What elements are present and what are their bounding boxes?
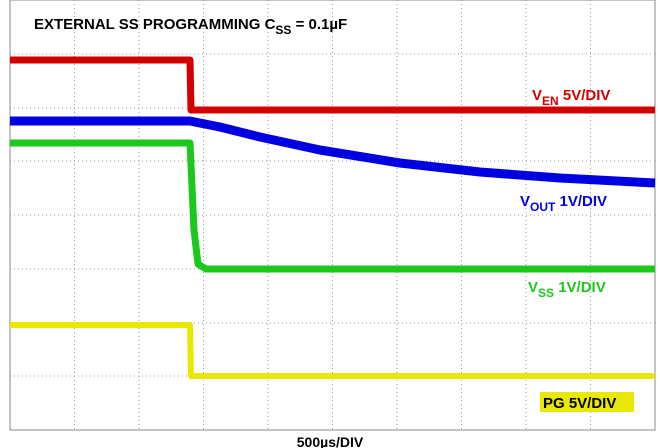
label-text: 5V/DIV — [559, 87, 611, 104]
plot-frame — [9, 0, 656, 431]
label-background — [540, 392, 634, 412]
timebase-label: 500µs/DIV — [297, 434, 364, 448]
trace-out — [10, 116, 656, 188]
label-text: V — [528, 279, 538, 296]
label-subscript: OUT — [530, 200, 556, 214]
label-text: V — [520, 193, 530, 210]
label-text: 1V/DIV — [554, 279, 606, 296]
title-text: EXTERNAL SS PROGRAMMING C — [34, 16, 276, 33]
label-subscript: SS — [538, 286, 554, 300]
trace-label: VSS 1V/DIV — [528, 279, 606, 300]
trace-ss — [10, 139, 655, 273]
title: EXTERNAL SS PROGRAMMING CSS = 0.1µF — [34, 16, 347, 37]
trace-label: VEN 5V/DIV — [532, 87, 610, 108]
trace-pg — [10, 322, 655, 379]
label-text: V — [532, 87, 542, 104]
traces — [10, 56, 656, 379]
title-subscript: SS — [275, 23, 291, 37]
trace-label: PG 5V/DIV — [543, 395, 616, 412]
title-text: = 0.1µF — [291, 16, 347, 33]
trace-en — [10, 56, 655, 114]
label-text: 1V/DIV — [555, 193, 607, 210]
trace-label: VOUT 1V/DIV — [520, 193, 607, 214]
label-subscript: EN — [542, 94, 559, 108]
